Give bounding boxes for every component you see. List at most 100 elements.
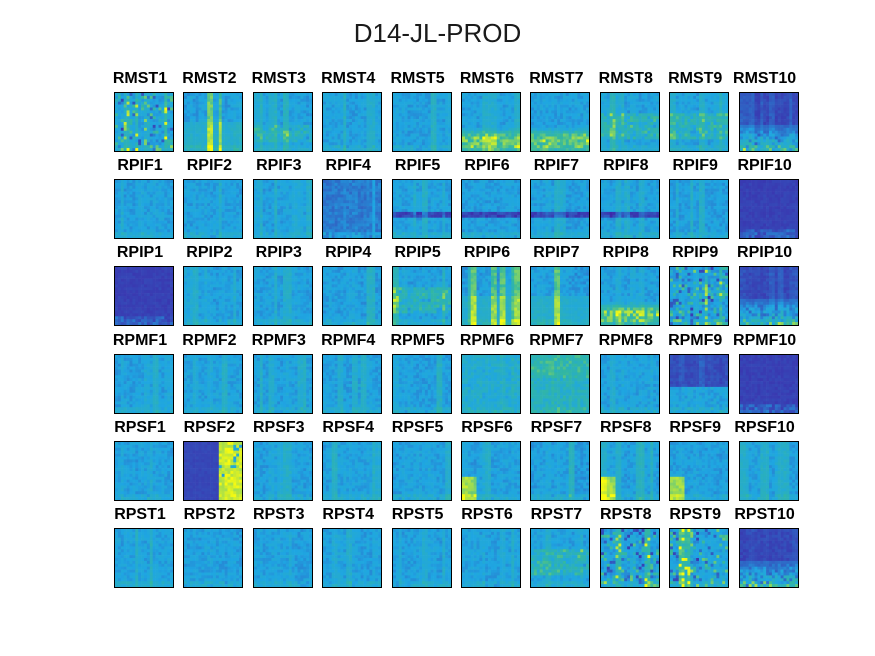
heatmap-cell bbox=[777, 145, 781, 149]
heatmap-cell bbox=[158, 220, 162, 224]
heatmap-cell bbox=[360, 116, 365, 120]
heatmap-cell bbox=[117, 232, 122, 236]
heatmap-cell bbox=[334, 136, 338, 140]
heatmap-cell bbox=[415, 127, 419, 131]
heatmap-cell bbox=[583, 104, 587, 108]
heatmap-cell bbox=[355, 101, 359, 105]
heatmap-cell bbox=[427, 130, 431, 134]
heatmap-cell bbox=[378, 133, 382, 137]
heatmap-cell bbox=[291, 93, 295, 97]
heatmap-cell bbox=[479, 122, 483, 126]
heatmap-cell bbox=[756, 122, 761, 126]
heatmap-cell bbox=[652, 101, 657, 105]
heatmap-cell bbox=[216, 145, 220, 149]
heatmap-cell bbox=[155, 110, 159, 114]
heatmap-cell bbox=[470, 98, 474, 102]
heatmap-cell bbox=[190, 139, 194, 143]
heatmap-cell bbox=[210, 139, 214, 143]
heatmap-cell bbox=[629, 136, 633, 140]
heatmap-cell bbox=[742, 145, 746, 149]
heatmap-cell bbox=[540, 148, 544, 152]
heatmap-cell bbox=[363, 107, 367, 111]
heatmap-cell bbox=[412, 98, 417, 102]
heatmap-cell bbox=[551, 142, 555, 146]
heatmap-cell bbox=[774, 119, 778, 123]
heatmap-cell bbox=[548, 98, 552, 102]
heatmap-cell bbox=[635, 113, 639, 117]
heatmap-cell bbox=[210, 229, 214, 233]
heatmap-cell bbox=[268, 136, 272, 140]
heatmap-cell bbox=[699, 116, 703, 120]
heatmap-cell bbox=[115, 139, 119, 143]
heatmap-cell bbox=[193, 133, 197, 137]
heatmap-cell bbox=[262, 136, 266, 140]
heatmap-cell bbox=[326, 136, 330, 140]
heatmap-cell bbox=[398, 113, 402, 117]
heatmap-cell bbox=[774, 110, 778, 114]
heatmap-cell bbox=[268, 119, 272, 123]
heatmap-cell bbox=[233, 191, 237, 195]
heatmap-cell bbox=[777, 122, 781, 126]
heatmap-cell bbox=[305, 101, 310, 105]
heatmap-cell bbox=[409, 95, 414, 100]
heatmap-cell bbox=[635, 110, 639, 114]
heatmap-cell bbox=[473, 145, 477, 149]
heatmap-cell bbox=[496, 148, 500, 152]
heatmap-cell bbox=[334, 119, 338, 123]
heatmap-cell bbox=[580, 145, 584, 149]
heatmap-cell bbox=[473, 107, 477, 111]
heatmap-cell bbox=[224, 226, 229, 230]
heatmap-cell bbox=[161, 136, 165, 140]
heatmap-cell bbox=[629, 133, 633, 137]
heatmap-cell bbox=[609, 113, 613, 117]
panel-frame bbox=[252, 92, 313, 152]
heatmap-cell bbox=[557, 136, 561, 140]
heatmap-cell bbox=[540, 124, 544, 129]
heatmap-cell bbox=[305, 116, 310, 120]
heatmap-cell bbox=[158, 139, 162, 143]
heatmap-cell bbox=[236, 127, 240, 131]
heatmap-cell bbox=[331, 145, 336, 149]
heatmap-cell bbox=[366, 130, 370, 134]
heatmap-cell bbox=[655, 104, 660, 108]
heatmap-cell bbox=[687, 116, 691, 120]
panel-image bbox=[183, 92, 244, 152]
heatmap-cell bbox=[531, 148, 535, 152]
heatmap-cell bbox=[117, 148, 122, 152]
heatmap-cell bbox=[213, 180, 217, 184]
panel-rmst10: RMST10 bbox=[730, 70, 800, 156]
heatmap-cell bbox=[609, 130, 613, 134]
heatmap-cell bbox=[291, 197, 295, 201]
heatmap-cell bbox=[227, 113, 232, 117]
heatmap-cell bbox=[600, 104, 604, 108]
heatmap-cell bbox=[517, 93, 521, 97]
heatmap-cell bbox=[236, 214, 240, 219]
heatmap-cell bbox=[499, 116, 503, 120]
heatmap-cell bbox=[725, 130, 729, 134]
heatmap-cell bbox=[363, 116, 367, 120]
heatmap-cell bbox=[488, 130, 492, 134]
heatmap-cell bbox=[285, 148, 289, 152]
heatmap-cell bbox=[167, 139, 171, 143]
heatmap-cell bbox=[713, 98, 717, 102]
heatmap-cell bbox=[210, 113, 214, 117]
heatmap-cell bbox=[794, 122, 798, 126]
heatmap-cell bbox=[164, 209, 168, 213]
heatmap-cell bbox=[551, 148, 555, 152]
heatmap-cell bbox=[117, 220, 122, 224]
heatmap-cell bbox=[141, 191, 145, 195]
heatmap-cell bbox=[198, 183, 203, 187]
heatmap-cell bbox=[369, 93, 373, 97]
heatmap-cell bbox=[190, 232, 194, 236]
heatmap-cell bbox=[395, 98, 399, 102]
heatmap-cell bbox=[279, 197, 284, 201]
heatmap-cell bbox=[615, 145, 619, 149]
heatmap-cell bbox=[652, 148, 657, 152]
heatmap-cell bbox=[300, 104, 304, 108]
heatmap-cell bbox=[204, 133, 208, 137]
heatmap-cell bbox=[722, 119, 726, 123]
heatmap-cell bbox=[586, 130, 590, 134]
heatmap-cell bbox=[265, 183, 269, 187]
heatmap-cell bbox=[447, 93, 451, 97]
heatmap-cell bbox=[412, 148, 417, 152]
